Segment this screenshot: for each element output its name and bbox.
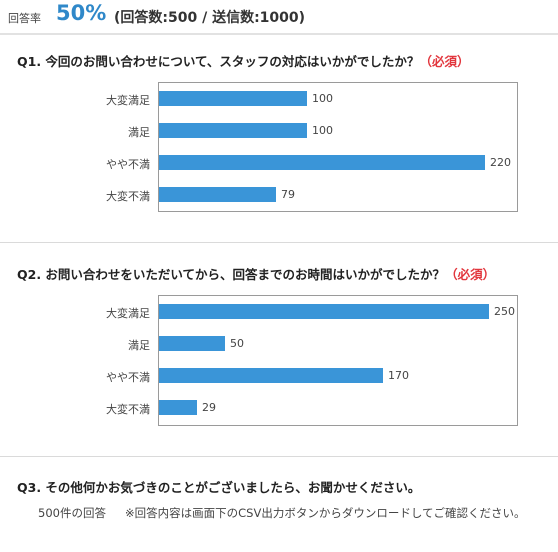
q1-value-label: 100 <box>312 92 333 105</box>
q1-value-label: 100 <box>312 124 333 137</box>
q2-value-label: 29 <box>202 401 216 414</box>
q1-category-label: 大変不満 <box>106 190 150 203</box>
q1-category-label: 大変満足 <box>106 94 150 107</box>
q2-bar <box>159 304 489 319</box>
q1-required-badge: （必須） <box>419 54 470 69</box>
q1-value-label: 220 <box>490 156 511 169</box>
q3-title: Q3. その他何かお気づきのことがございましたら、お聞かせください。 <box>17 480 421 495</box>
section-divider-2 <box>0 456 558 457</box>
q2-bar-chart: 大変満足 250 満足 50 やや不満 170 大変不満 29 <box>0 295 558 426</box>
header-divider <box>0 33 558 35</box>
q2-value-label: 50 <box>230 337 244 350</box>
response-rate-value: 50% <box>56 1 107 25</box>
q3-response-count: 500件の回答 <box>38 506 106 520</box>
q1-bar <box>159 187 276 202</box>
q1-bar <box>159 155 485 170</box>
q2-category-label: 大変満足 <box>106 307 150 320</box>
q2-category-label: 大変不満 <box>106 403 150 416</box>
q2-title: Q2. お問い合わせをいただいてから、回答までのお時間はいかがでしたか？（必須） <box>17 264 495 283</box>
response-counts: (回答数:500 / 送信数:1000) <box>114 10 306 26</box>
q2-bar <box>159 400 197 415</box>
response-rate-label: 回答率 <box>8 12 41 25</box>
q1-category-label: やや不満 <box>106 158 150 171</box>
response-rate-header: 回答率 50% (回答数:500 / 送信数:1000) <box>0 0 558 35</box>
q2-value-label: 250 <box>494 305 515 318</box>
q2-value-label: 170 <box>388 369 409 382</box>
q2-bar <box>159 336 225 351</box>
q1-value-label: 79 <box>281 188 295 201</box>
q1-bar-chart: 大変満足 100 満足 100 やや不満 220 大変不満 79 <box>0 82 558 212</box>
q2-bar <box>159 368 383 383</box>
q2-category-label: やや不満 <box>106 371 150 384</box>
q2-category-label: 満足 <box>128 339 150 352</box>
q1-category-label: 満足 <box>128 126 150 139</box>
q3-csv-note: ※回答内容は画面下のCSV出力ボタンからダウンロードしてご確認ください。 <box>125 506 526 520</box>
q1-title: Q1. 今回のお問い合わせについて、スタッフの対応はいかがでしたか？（必須） <box>17 51 469 70</box>
section-divider-1 <box>0 242 558 243</box>
q2-title-text: Q2. お問い合わせをいただいてから、回答までのお時間はいかがでしたか？ <box>17 267 446 282</box>
q2-required-badge: （必須） <box>445 267 496 282</box>
q1-bar <box>159 91 307 106</box>
q1-bar <box>159 123 307 138</box>
q1-title-text: Q1. 今回のお問い合わせについて、スタッフの対応はいかがでしたか？ <box>17 54 420 69</box>
